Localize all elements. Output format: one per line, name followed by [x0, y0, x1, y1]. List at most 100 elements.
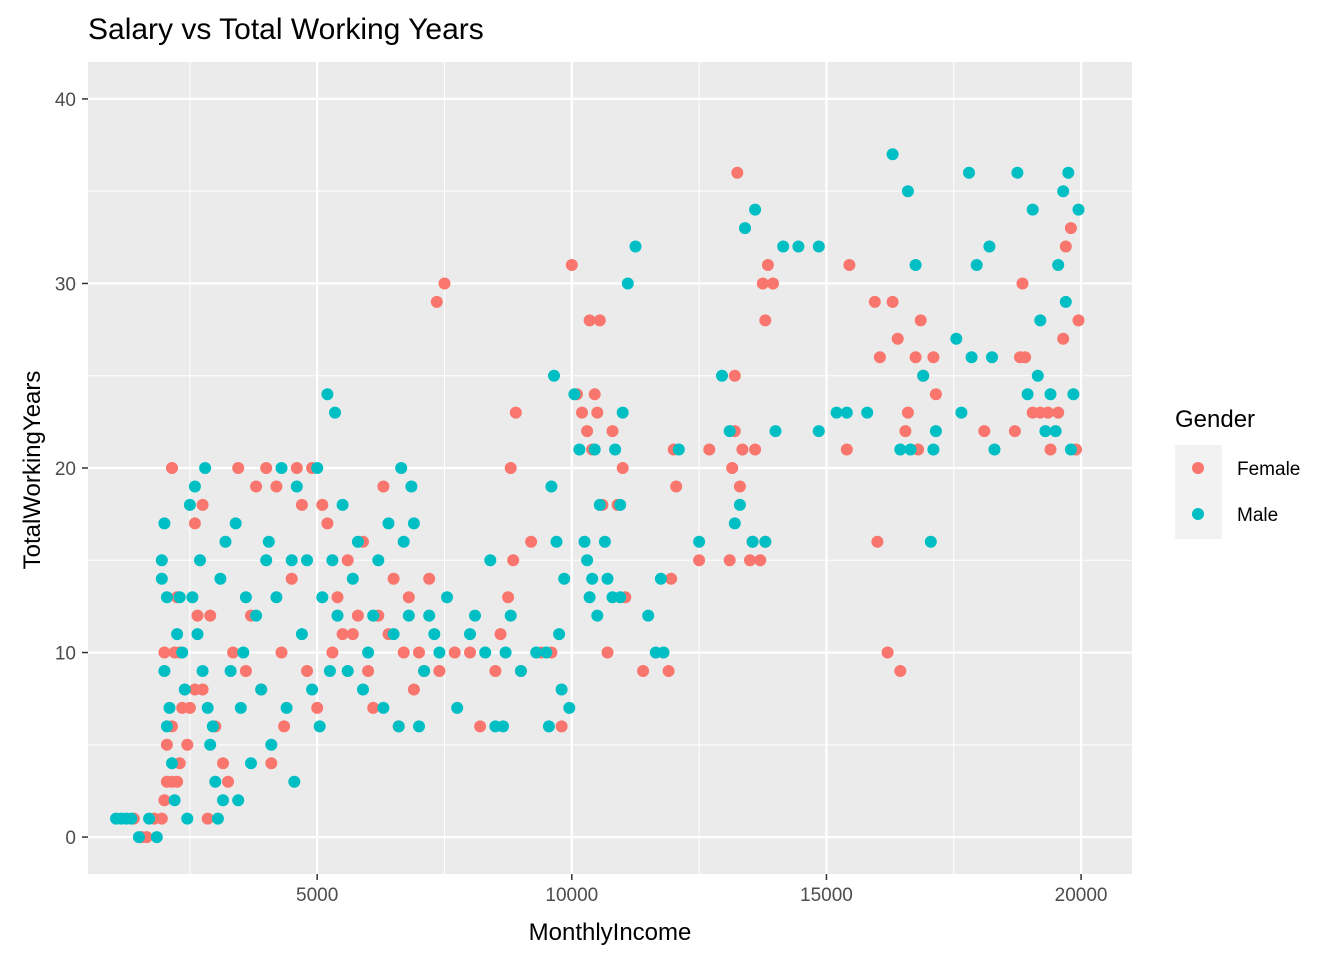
- data-point-female: [693, 554, 706, 567]
- data-point-male: [1021, 388, 1034, 401]
- data-point-female: [336, 628, 349, 641]
- data-point-female: [761, 259, 774, 271]
- data-point-female: [616, 462, 629, 474]
- data-point-male: [769, 425, 782, 438]
- data-point-male: [382, 517, 395, 530]
- data-point-male: [581, 554, 594, 567]
- data-point-male: [499, 646, 512, 659]
- data-point-male: [191, 628, 204, 641]
- data-point-male: [250, 609, 263, 622]
- data-point-female: [891, 332, 904, 345]
- data-point-male: [295, 628, 308, 641]
- data-point-male: [362, 646, 375, 659]
- data-point-male: [568, 388, 581, 401]
- data-point-male: [950, 332, 963, 345]
- data-point-male: [629, 240, 642, 253]
- data-point-male: [1026, 203, 1039, 216]
- data-point-male: [504, 609, 517, 622]
- data-point-female: [901, 406, 914, 419]
- data-point-male: [965, 351, 978, 364]
- data-point-male: [555, 683, 568, 696]
- legend: Gender Female Male: [1175, 406, 1300, 539]
- data-point-male: [239, 591, 252, 604]
- data-point-female: [301, 665, 313, 677]
- data-point-male: [275, 462, 288, 474]
- data-point-male: [451, 701, 464, 714]
- data-point-female: [158, 794, 171, 807]
- legend-title: Gender: [1175, 406, 1255, 433]
- data-point-male: [392, 720, 405, 733]
- data-point-female: [581, 425, 594, 438]
- data-point-female: [217, 757, 229, 770]
- data-point-female: [894, 665, 907, 677]
- data-point-female: [703, 443, 716, 456]
- data-point-female: [367, 701, 380, 714]
- y-tick-label: 30: [55, 274, 76, 295]
- data-point-male: [1057, 185, 1070, 198]
- data-point-female: [662, 665, 675, 677]
- data-point-male: [812, 240, 825, 253]
- data-point-female: [438, 277, 451, 290]
- data-point-male: [563, 701, 576, 714]
- data-point-male: [550, 535, 563, 548]
- data-point-male: [158, 517, 171, 530]
- data-point-male: [657, 646, 670, 659]
- data-point-male: [285, 554, 298, 567]
- data-point-male: [194, 554, 206, 567]
- y-tick-label: 40: [55, 90, 76, 111]
- data-point-male: [372, 554, 385, 567]
- data-point-male: [181, 812, 194, 825]
- data-point-male: [357, 683, 369, 696]
- data-point-male: [150, 831, 163, 844]
- data-point-male: [497, 720, 510, 733]
- data-point-male: [168, 794, 181, 807]
- data-point-male: [229, 517, 242, 530]
- data-point-female: [583, 314, 596, 327]
- data-point-male: [331, 609, 344, 622]
- data-point-male: [542, 720, 555, 733]
- data-point-male: [983, 240, 996, 253]
- data-point-female: [430, 295, 443, 308]
- data-point-female: [588, 388, 601, 401]
- data-point-female: [331, 591, 344, 604]
- data-point-female: [1008, 425, 1021, 438]
- data-point-female: [509, 406, 522, 419]
- data-point-male: [143, 812, 156, 825]
- data-point-male: [1011, 166, 1024, 179]
- data-point-male: [716, 369, 728, 382]
- data-point-male: [262, 535, 275, 548]
- data-point-female: [871, 535, 884, 548]
- series-male-points: [110, 148, 1085, 844]
- data-point-male: [578, 535, 591, 548]
- data-point-male: [171, 628, 184, 641]
- data-point-male: [402, 609, 415, 622]
- data-point-female: [1059, 240, 1072, 253]
- data-point-female: [413, 646, 425, 659]
- data-point-female: [275, 646, 288, 659]
- data-point-male: [405, 480, 418, 493]
- data-point-male: [1031, 369, 1044, 382]
- data-point-female: [387, 572, 400, 585]
- data-point-male: [188, 480, 201, 493]
- data-point-male: [963, 166, 975, 179]
- data-point-male: [1067, 388, 1080, 401]
- data-point-female: [191, 609, 204, 622]
- data-point-male: [558, 572, 571, 585]
- data-point-male: [183, 498, 196, 511]
- data-point-female: [1016, 277, 1029, 290]
- data-point-female: [227, 646, 240, 659]
- data-point-female: [606, 425, 619, 438]
- data-point-female: [166, 462, 178, 474]
- data-point-male: [514, 665, 527, 677]
- data-point-female: [929, 388, 942, 401]
- data-point-male: [311, 462, 324, 474]
- data-point-male: [970, 259, 983, 271]
- data-point-male: [812, 425, 825, 438]
- data-point-male: [792, 240, 805, 253]
- data-point-male: [591, 609, 604, 622]
- data-point-female: [250, 480, 263, 493]
- data-point-female: [316, 498, 329, 511]
- data-point-male: [924, 535, 937, 548]
- data-point-female: [464, 646, 476, 659]
- data-point-female: [1044, 443, 1057, 456]
